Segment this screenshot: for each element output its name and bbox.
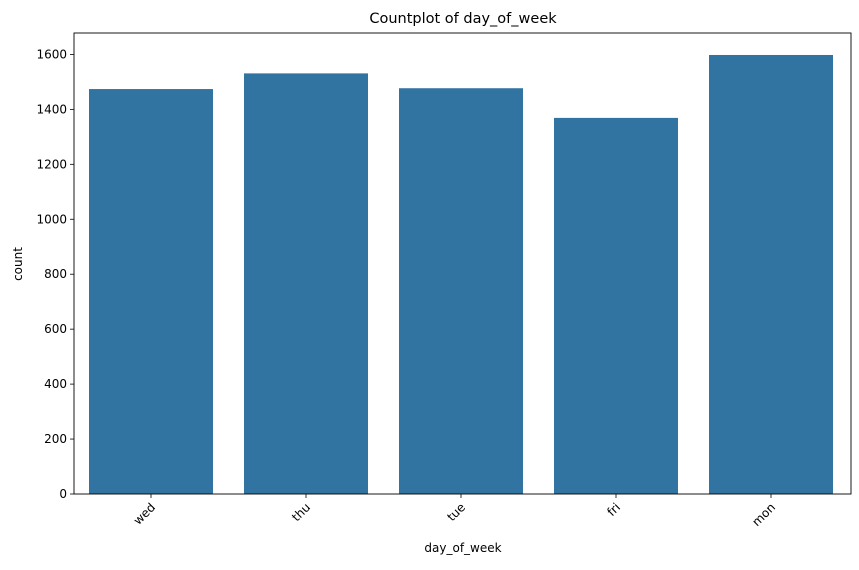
y-tick-label: 1200 [36,157,67,171]
x-tick-label-fri: fri [604,500,623,519]
y-tick-label: 1400 [36,102,67,116]
bars-group [89,54,833,495]
x-tick-label-tue: tue [444,500,468,524]
x-axis-ticks: wed thu tue fri mon [131,494,778,529]
y-tick-label: 200 [44,432,67,446]
x-tick-label-wed: wed [131,500,158,527]
y-tick-label: 600 [44,322,67,336]
bar-tue [399,88,523,494]
bar-thu [244,73,368,495]
x-tick-label-thu: thu [289,500,313,524]
x-axis-label: day_of_week [424,541,501,555]
bar-fri [554,117,678,494]
chart-title: Countplot of day_of_week [369,11,557,27]
y-tick-label: 800 [44,267,67,281]
bar-wed [89,89,213,495]
y-tick-label: 1600 [36,47,67,61]
y-tick-label: 1000 [36,212,67,226]
y-axis-ticks: 0 200 400 600 800 1000 1200 1400 1600 [36,47,74,501]
y-axis-label: count [11,247,25,281]
plot-frame [73,32,852,495]
x-tick-label-mon: mon [749,500,778,529]
y-tick-label: 400 [44,377,67,391]
y-tick-label: 0 [59,487,67,501]
bar-mon [709,54,833,494]
